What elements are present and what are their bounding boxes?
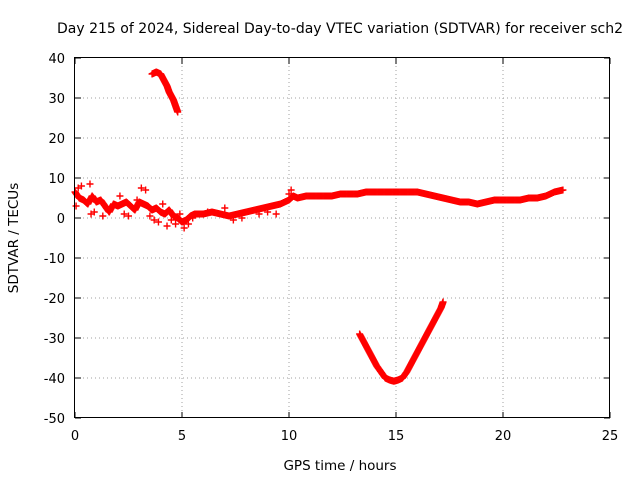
data-point — [272, 210, 280, 218]
y-tick-label: -50 — [44, 412, 65, 427]
data-point — [180, 224, 188, 232]
y-tick-label: -20 — [44, 292, 65, 307]
data-point — [167, 216, 175, 224]
data-point — [174, 108, 182, 116]
grid-lines — [75, 58, 610, 418]
data-points — [71, 68, 567, 385]
data-point — [189, 214, 197, 222]
data-point — [137, 184, 145, 192]
y-tick-label: -30 — [44, 332, 65, 347]
y-tick-label: 0 — [57, 212, 65, 227]
data-point — [285, 190, 293, 198]
data-point — [125, 212, 132, 220]
plot-frame — [74, 57, 610, 418]
y-tick-label: 40 — [48, 52, 65, 67]
data-point — [90, 208, 98, 216]
y-tick-label: -40 — [44, 372, 65, 387]
y-tick-label: 30 — [48, 92, 65, 107]
y-tick-label: -10 — [44, 252, 65, 267]
data-point — [264, 208, 272, 216]
data-point — [116, 192, 124, 200]
data-point — [176, 210, 184, 218]
axis-ticks: 0 5 10 15 20 25 40 30 20 10 0 -10 -20 -30 -40 -50 — [44, 52, 619, 444]
data-point — [72, 202, 80, 210]
chart-title: Day 215 of 2024, Sidereal Day-to-day VTE… — [57, 21, 623, 37]
data-point — [133, 196, 141, 204]
data-point — [439, 298, 447, 306]
data-point — [142, 186, 150, 194]
data-point — [287, 186, 295, 194]
data-point — [184, 220, 192, 228]
data-point — [77, 182, 85, 190]
x-axis-label: GPS time / hours — [283, 458, 396, 474]
data-point — [120, 210, 128, 218]
data-point — [150, 216, 158, 224]
x-tick-label: 5 — [178, 429, 186, 444]
data-point — [229, 216, 237, 224]
x-tick-label: 10 — [281, 429, 298, 444]
data-point — [559, 186, 567, 194]
data-point — [221, 204, 229, 212]
x-tick-label: 25 — [602, 429, 619, 444]
data-point — [238, 214, 246, 222]
y-tick-label: 10 — [48, 172, 65, 187]
data-point — [172, 220, 180, 228]
data-point — [99, 212, 107, 220]
data-point — [154, 218, 162, 226]
data-point — [204, 208, 212, 216]
y-axis-label: SDTVAR / TECUs — [6, 183, 22, 293]
x-tick-label: 20 — [495, 429, 512, 444]
data-point — [255, 210, 263, 218]
x-tick-label: 0 — [71, 429, 79, 444]
x-tick-label: 15 — [388, 429, 405, 444]
data-point — [146, 212, 154, 220]
data-point — [163, 222, 171, 230]
y-tick-label: 20 — [48, 132, 65, 147]
data-point — [86, 180, 94, 188]
data-point — [159, 200, 167, 208]
